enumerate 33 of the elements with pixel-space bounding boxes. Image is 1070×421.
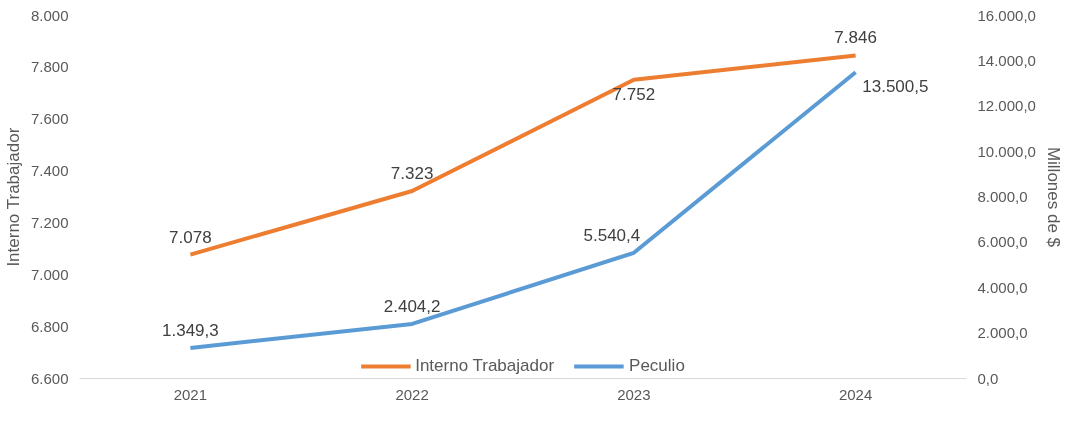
x-tick-label: 2022 (395, 385, 429, 403)
data-label: 1.349,3 (162, 320, 219, 340)
y-tick-label: 8.000 (30, 6, 69, 24)
data-label: 7.323 (390, 164, 434, 184)
y2-tick-label: 8.000,0 (977, 188, 1028, 205)
data-label: 2.404,2 (383, 296, 441, 316)
y2-tick-label: 12.000,0 (977, 97, 1036, 115)
y-axis-title: Interno Trabajador (3, 127, 23, 267)
y-tick-label: 7.400 (30, 162, 69, 180)
x-tick-label: 2024 (838, 385, 873, 403)
data-label: 5.540,4 (583, 225, 641, 245)
x-tick-label: 2023 (617, 385, 651, 403)
y2-tick-label: 16.000,0 (977, 6, 1036, 24)
y2-tick-label: 10.000,0 (977, 142, 1036, 160)
y2-tick-label: 6.000,0 (977, 233, 1028, 251)
y-tick-label: 7.000 (30, 265, 69, 283)
y-tick-label: 7.800 (30, 58, 69, 76)
y-tick-label: 7.200 (30, 213, 69, 231)
legend-label: Interno Trabajador (415, 356, 555, 376)
data-label: 7.752 (612, 84, 656, 104)
x-tick-label: 2021 (173, 385, 208, 403)
legend-label: Peculio (629, 356, 685, 376)
data-label: 7.846 (834, 28, 877, 48)
y2-tick-label: 14.000,0 (977, 51, 1036, 69)
data-label: 13.500,5 (862, 77, 929, 97)
y-tick-label: 6.600 (30, 369, 69, 387)
y2-tick-label: 0,0 (977, 369, 999, 387)
y2-axis-title: Millones de $ (1043, 146, 1063, 248)
y2-tick-label: 2.000,0 (977, 324, 1028, 342)
y-tick-label: 7.600 (30, 110, 69, 128)
y-tick-label: 6.800 (30, 317, 69, 335)
y2-tick-label: 4.000,0 (977, 278, 1028, 296)
data-label: 7.078 (169, 227, 212, 247)
